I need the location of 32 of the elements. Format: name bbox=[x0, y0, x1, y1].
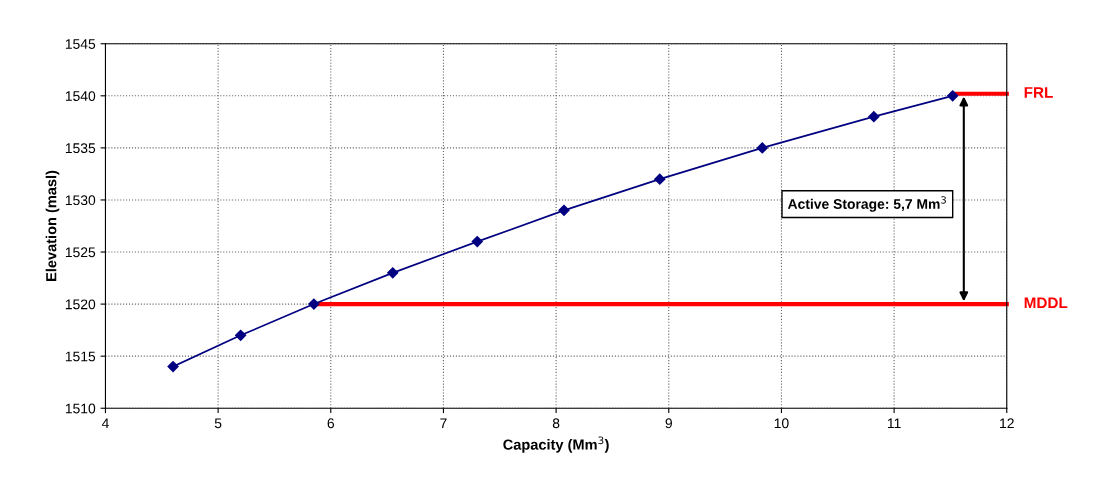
point bbox=[868, 111, 880, 123]
x-tick-label: 9 bbox=[665, 418, 672, 429]
x-tick-label: 7 bbox=[440, 418, 447, 429]
x-axis-title: Capacity (Mm$^{3}$) bbox=[503, 436, 609, 453]
point bbox=[947, 90, 959, 102]
y-tick-label: 1520 bbox=[65, 299, 96, 310]
y-tick-label: 1545 bbox=[65, 39, 96, 49]
y-tick-label: 1510 bbox=[65, 403, 96, 414]
x-tick-label: 5 bbox=[214, 418, 222, 429]
x-tick-label: 12 bbox=[1000, 418, 1014, 429]
point bbox=[756, 142, 768, 154]
y-tick-label: 1525 bbox=[65, 247, 96, 258]
y-tick-label: 1540 bbox=[65, 91, 96, 101]
series-label: FRL bbox=[1024, 87, 1053, 98]
x-tick-label: 8 bbox=[552, 418, 560, 429]
point bbox=[235, 329, 247, 341]
y-tick-label: 1530 bbox=[65, 195, 96, 206]
point bbox=[308, 298, 320, 310]
point bbox=[471, 236, 483, 248]
point bbox=[558, 204, 570, 216]
y-tick-label: 1515 bbox=[65, 351, 96, 362]
y-axis-title: Elevation (masl) bbox=[45, 170, 60, 281]
x-tick-label: 10 bbox=[774, 418, 789, 429]
point bbox=[167, 360, 179, 373]
point bbox=[387, 267, 399, 279]
annotation: Active Storage: 5,7 Mm$^{3}$ bbox=[787, 196, 946, 212]
point bbox=[654, 173, 666, 185]
y-tick-label: 1535 bbox=[65, 143, 96, 154]
series-label: MDDL bbox=[1024, 297, 1068, 309]
x-tick-label: 11 bbox=[887, 418, 901, 429]
x-tick-label: 4 bbox=[101, 418, 109, 429]
x-tick-label: 6 bbox=[327, 418, 335, 429]
